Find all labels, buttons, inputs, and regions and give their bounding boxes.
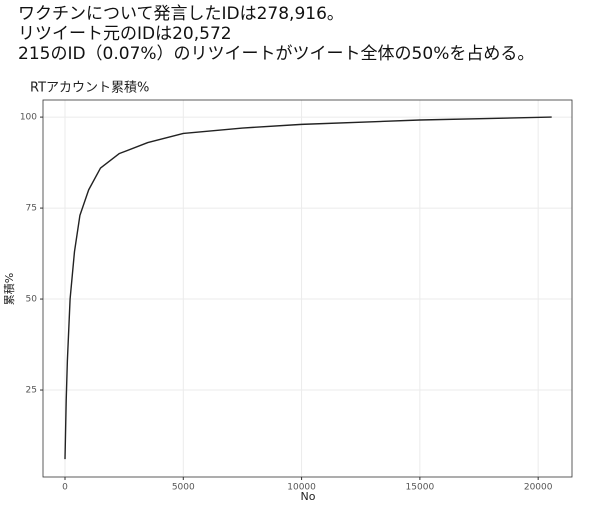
y-tick-label: 75 (26, 204, 37, 214)
header-line: リツイート元のIDは20,572 (18, 24, 232, 44)
panel-border (42, 99, 573, 478)
y-tick-label: 100 (20, 113, 37, 123)
x-tick-label: 15000 (406, 483, 435, 493)
header-line: 215のID（0.07%）のリツイートがツイート全体の50%を占める。 (18, 44, 535, 64)
y-tick-label: 50 (26, 295, 38, 305)
x-tick-label: 5000 (172, 483, 195, 493)
x-tick-label: 10000 (287, 483, 316, 493)
header-line: ワクチンについて発言したIDは278,916。 (18, 4, 344, 24)
x-axis-label: No (301, 490, 316, 503)
y-axis-label: 累積% (2, 273, 16, 305)
x-tick-label: 0 (62, 483, 68, 493)
y-tick-label: 25 (26, 386, 37, 396)
line (64, 116, 552, 460)
chart-title: RTアカウント累積% (30, 81, 149, 96)
x-tick-label: 20000 (524, 483, 553, 493)
